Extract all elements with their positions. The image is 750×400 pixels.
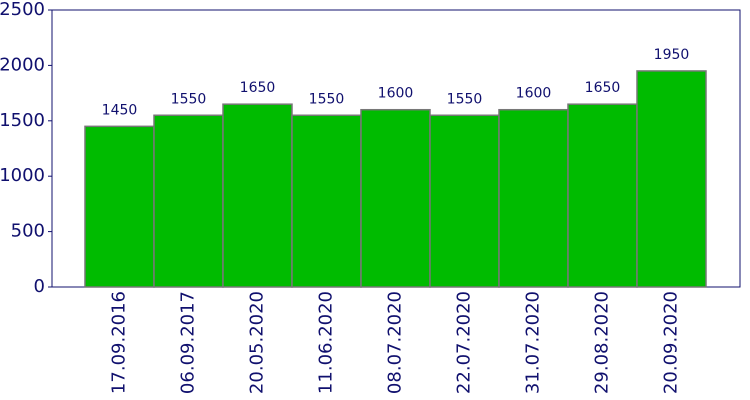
value-label: 1550 <box>309 91 345 107</box>
x-tick-label: 20.09.2020 <box>661 291 682 394</box>
bar <box>222 103 293 288</box>
value-label: 1950 <box>654 47 690 63</box>
x-tick-label: 20.05.2020 <box>247 291 268 394</box>
value-label: 1550 <box>171 91 207 107</box>
bar <box>153 114 224 288</box>
bar <box>636 70 707 288</box>
y-tick-label: 500 <box>11 221 45 242</box>
y-tick-label: 1000 <box>0 165 45 186</box>
value-label: 1550 <box>447 91 483 107</box>
bar <box>360 108 431 288</box>
y-tick-label: 0 <box>34 276 45 297</box>
y-tick-label: 2500 <box>0 0 45 20</box>
value-label: 1650 <box>240 80 276 96</box>
y-tick-label: 1500 <box>0 110 45 131</box>
y-tick-label: 2000 <box>0 54 45 75</box>
x-tick-label: 31.07.2020 <box>523 291 544 394</box>
x-tick-label: 22.07.2020 <box>454 291 475 394</box>
x-tick-label: 08.07.2020 <box>385 291 406 394</box>
bar <box>498 108 569 288</box>
bar <box>429 114 500 288</box>
x-tick-label: 06.09.2017 <box>178 291 199 394</box>
x-tick-label: 17.09.2016 <box>109 291 130 394</box>
value-label: 1600 <box>378 86 414 102</box>
value-label: 1450 <box>102 102 138 118</box>
bar <box>84 125 155 288</box>
bar <box>567 103 638 288</box>
x-tick-label: 11.06.2020 <box>316 291 337 394</box>
bar <box>291 114 362 288</box>
value-label: 1650 <box>585 80 621 96</box>
x-tick-label: 29.08.2020 <box>592 291 613 394</box>
value-label: 1600 <box>516 86 552 102</box>
